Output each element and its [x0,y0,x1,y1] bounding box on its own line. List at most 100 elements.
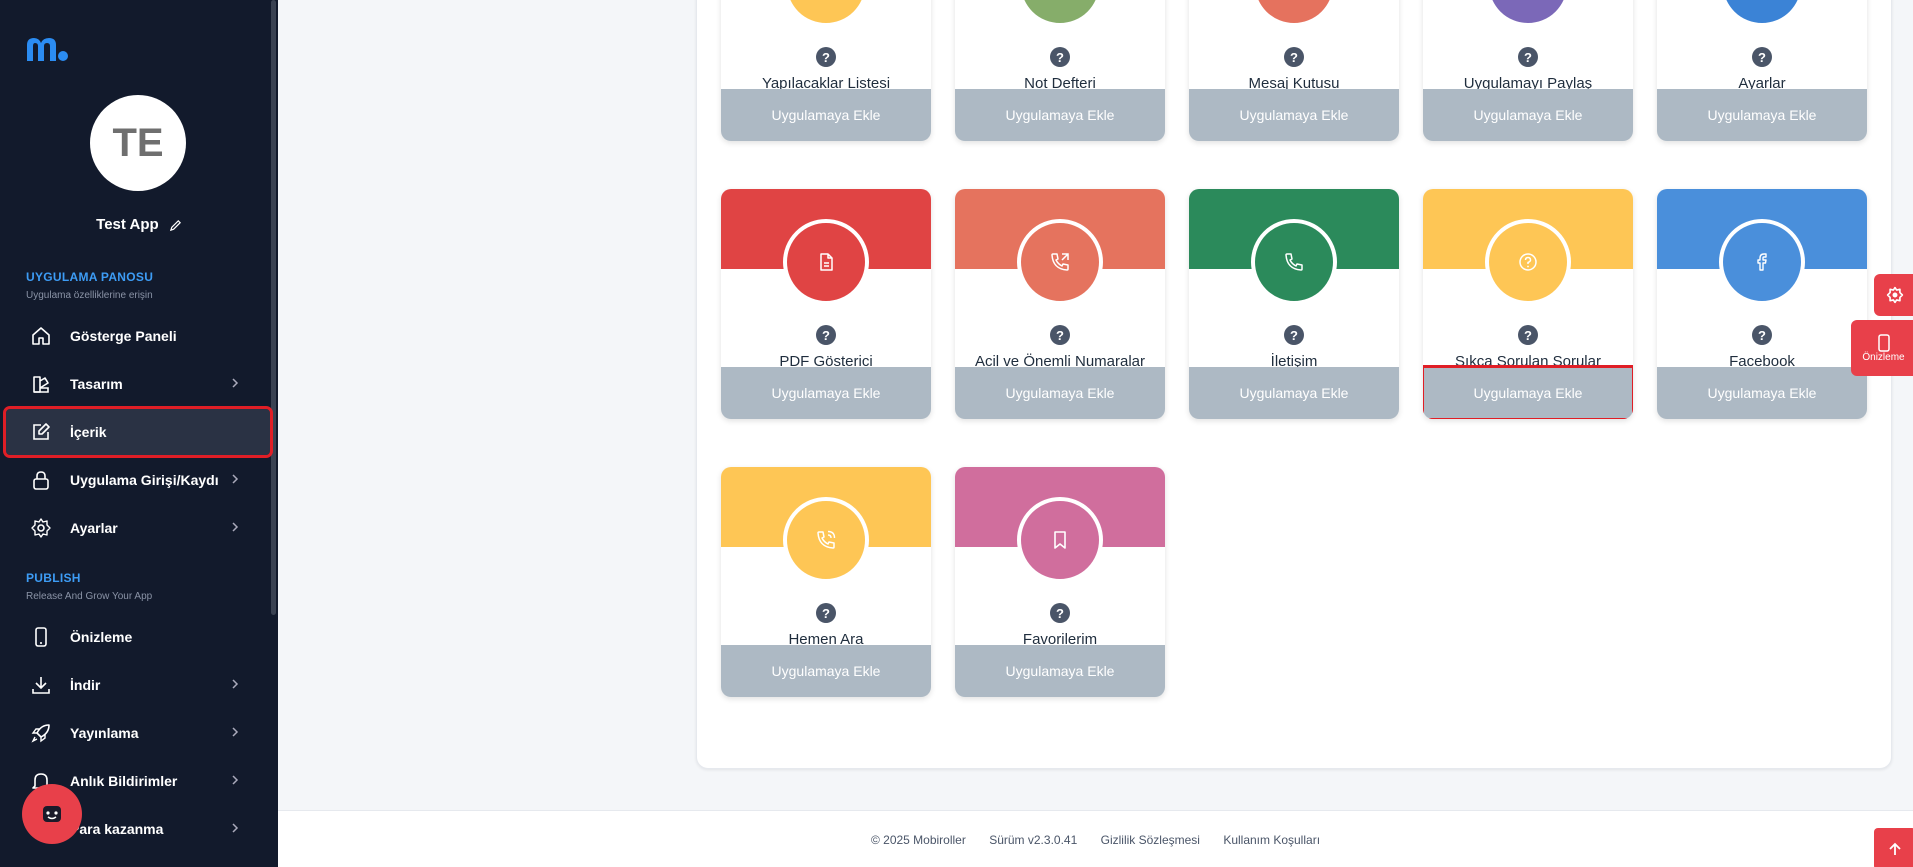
help-icon[interactable]: ? [1050,603,1070,623]
module-icon-circle [1017,497,1103,583]
add-to-app-button[interactable]: Uygulamaya Ekle [1189,89,1399,141]
module-name: Mesaj Kutusu [1248,75,1340,92]
gear-icon [28,515,54,541]
sidebar-item-label: Uygulama Girişi/Kaydı [70,472,219,488]
module-card-emergency: ? Acil ve Önemli Numaralar Uygulamaya Ek… [955,189,1165,419]
sidebar-item-label: Tasarım [70,376,123,392]
help-icon[interactable]: ? [1518,47,1538,67]
add-to-app-button[interactable]: Uygulamaya Ekle [721,367,931,419]
help-icon[interactable]: ? [1752,47,1772,67]
mobiroller-logo[interactable] [25,35,70,63]
module-name: Hemen Ara [788,631,864,648]
sidebar-item-dashboard[interactable]: Gösterge Paneli [6,313,270,359]
module-icon-circle [1719,219,1805,305]
sidebar: TE Test App UYGULAMA PANOSU Uygulama öze… [0,0,278,867]
sidebar-item-label: Gösterge Paneli [70,328,177,344]
module-name: Uygulamayı Paylaş [1463,75,1593,92]
module-icon-circle [1719,0,1805,27]
preview-float-button[interactable]: Önizleme [1851,320,1913,376]
sidebar-item-design[interactable]: Tasarım [6,361,270,407]
chevron-right-icon [232,679,239,689]
module-icon-circle [1251,0,1337,27]
sidebar-item-login[interactable]: Uygulama Girişi/Kaydı [6,457,270,503]
add-to-app-button[interactable]: Uygulamaya Ekle [955,645,1165,697]
add-to-app-button[interactable]: Uygulamaya Ekle [1189,367,1399,419]
gear-icon [1886,286,1904,304]
phone-forward-icon [1051,253,1069,271]
sidebar-item-label: Anlık Bildirimler [70,773,178,789]
help-icon[interactable]: ? [1050,325,1070,345]
add-to-app-button[interactable]: Uygulamaya Ekle [1657,89,1867,141]
facebook-icon [1757,253,1767,271]
footer-terms-link[interactable]: Kullanım Koşulları [1223,833,1321,847]
scroll-to-top-button[interactable] [1874,828,1913,867]
help-icon[interactable]: ? [1050,47,1070,67]
pencil-icon[interactable] [169,219,182,232]
module-card-favorites: ? Favorilerim Uygulamaya Ekle [955,467,1165,697]
chat-bot-icon [43,806,61,822]
help-icon[interactable]: ? [1518,325,1538,345]
bookmark-icon [1054,531,1066,549]
section-title-publish: PUBLISH [26,571,81,585]
sidebar-item-label: Önizleme [70,629,133,645]
question-icon [1519,253,1537,271]
help-icon[interactable]: ? [1752,325,1772,345]
help-icon[interactable]: ? [816,325,836,345]
app-name-label: Test App [96,216,159,233]
footer-privacy-link[interactable]: Gizlilik Sözleşmesi [1100,833,1200,847]
phone-icon [1877,333,1890,352]
sidebar-item-publishing[interactable]: Yayınlama [6,710,270,756]
section-subtitle-dashboard: Uygulama özelliklerine erişin [26,290,153,301]
design-icon [28,371,54,397]
footer-version: Sürüm v2.3.0.41 [989,833,1078,847]
module-name: İletişim [1270,353,1318,370]
add-to-app-button[interactable]: Uygulamaya Ekle [955,367,1165,419]
module-name: Yapılacaklar Listesi [761,75,891,92]
module-name: Favorilerim [1022,631,1098,648]
module-name: Not Defteri [1024,75,1096,92]
module-name: Ayarlar [1738,75,1786,92]
section-title-dashboard: UYGULAMA PANOSU [26,270,154,284]
module-card: ? Ayarlar Uygulamaya Ekle [1657,0,1867,141]
edit-icon [28,419,54,445]
add-to-app-button[interactable]: Uygulamaya Ekle [1423,89,1633,141]
sidebar-item-settings[interactable]: Ayarlar [6,505,270,551]
sidebar-item-label: Para kazanma [70,821,164,837]
settings-float-button[interactable] [1874,274,1913,316]
sidebar-item-content[interactable]: İçerik [3,406,273,458]
phone-icon [28,624,54,650]
chevron-right-icon [232,775,239,785]
sidebar-item-label: İndir [70,677,101,693]
add-to-app-button[interactable]: Uygulamaya Ekle [1423,365,1633,419]
rocket-icon [28,720,54,746]
add-to-app-button[interactable]: Uygulamaya Ekle [721,645,931,697]
document-icon [820,253,833,271]
module-card-contact: ? İletişim Uygulamaya Ekle [1189,189,1399,419]
module-icon-circle [1017,219,1103,305]
help-icon[interactable]: ? [1284,325,1304,345]
add-to-app-button[interactable]: Uygulamaya Ekle [1657,367,1867,419]
sidebar-item-preview[interactable]: Önizleme [6,614,270,660]
module-card-facebook: ? Facebook Uygulamaya Ekle [1657,189,1867,419]
sidebar-scrollbar[interactable] [271,0,276,615]
help-icon[interactable]: ? [1284,47,1304,67]
help-icon[interactable]: ? [816,47,836,67]
app-name[interactable]: Test App [0,216,278,233]
module-icon-circle [783,497,869,583]
arrow-up-icon [1889,842,1901,855]
avatar[interactable]: TE [90,95,186,191]
sidebar-item-label: Ayarlar [70,520,118,536]
preview-float-label: Önizleme [1862,351,1905,363]
add-to-app-button[interactable]: Uygulamaya Ekle [721,89,931,141]
add-to-app-button[interactable]: Uygulamaya Ekle [955,89,1165,141]
chat-support-button[interactable] [22,784,82,844]
sidebar-item-download[interactable]: İndir [6,662,270,708]
module-name: Sıkça Sorulan Sorular [1455,353,1601,370]
section-subtitle-publish: Release And Grow Your App [26,591,153,602]
module-card: ? Mesaj Kutusu Uygulamaya Ekle [1189,0,1399,141]
modules-panel: ? Yapılacaklar Listesi Uygulamaya Ekle ?… [696,0,1892,769]
sidebar-item-notifications[interactable]: Anlık Bildirimler [6,758,270,804]
module-card: ? Yapılacaklar Listesi Uygulamaya Ekle [721,0,931,141]
module-name: PDF Gösterici [779,353,873,370]
help-icon[interactable]: ? [816,603,836,623]
